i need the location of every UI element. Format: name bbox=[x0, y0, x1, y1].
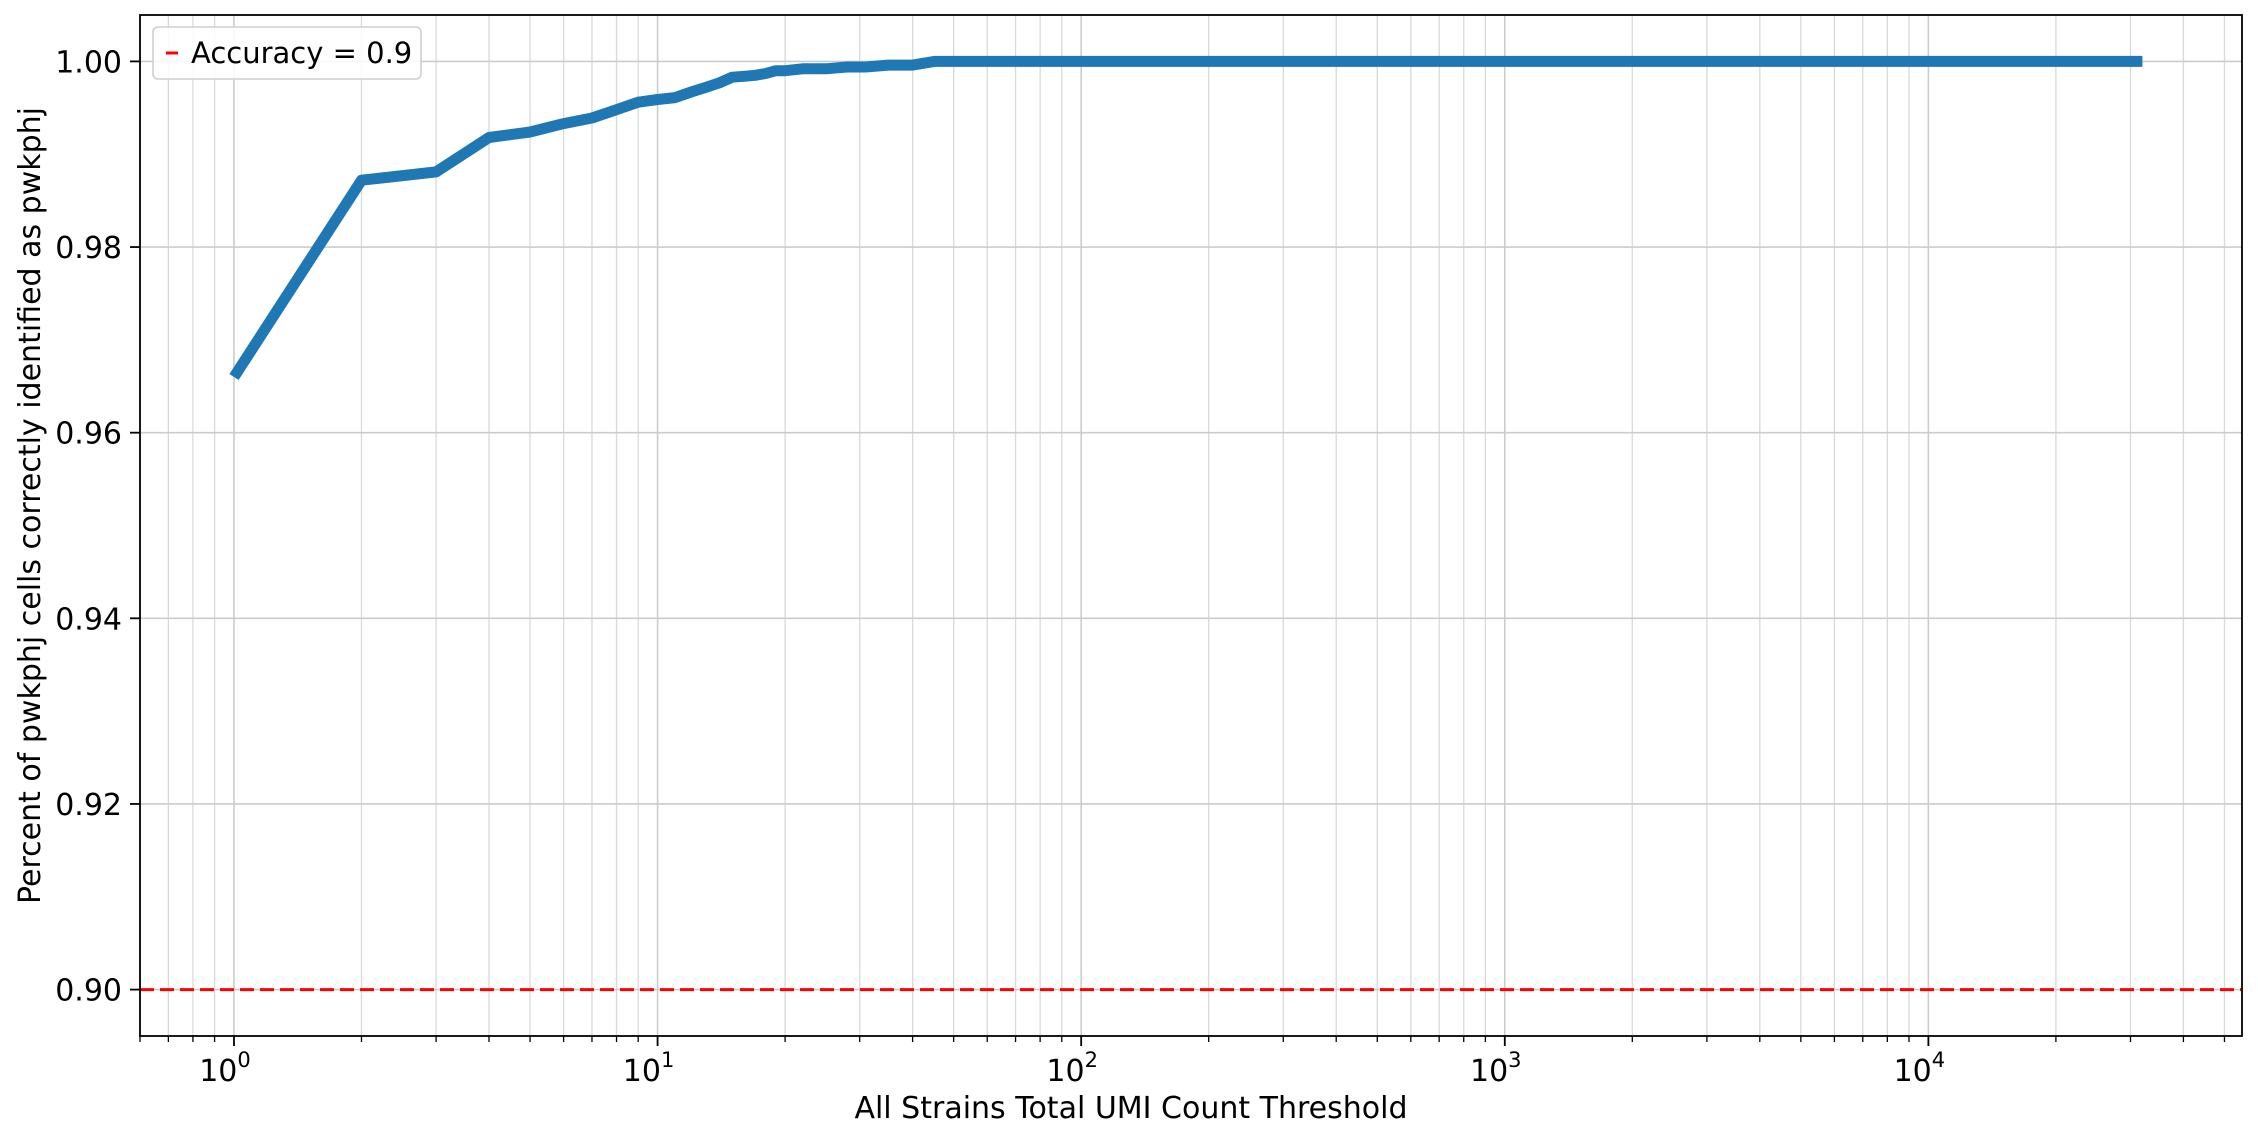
y-tick-label: 0.90 bbox=[55, 974, 122, 1009]
y-tick-label: 1.00 bbox=[55, 45, 122, 80]
plot-frame bbox=[139, 14, 2243, 1037]
x-tick-label: 104 bbox=[1894, 1048, 1946, 1089]
y-tick-label: 0.96 bbox=[55, 417, 122, 452]
minor-gridlines bbox=[139, 15, 2226, 1036]
y-axis-label: Percent of pwkphj cells correctly identi… bbox=[13, 107, 48, 904]
y-tick-label: 0.94 bbox=[55, 602, 122, 637]
legend-box bbox=[152, 26, 422, 80]
legend-label: Accuracy = 0.9 bbox=[191, 36, 412, 70]
major-gridlines bbox=[140, 15, 2242, 1036]
y-tick-label: 0.98 bbox=[55, 231, 122, 266]
series-layer bbox=[229, 55, 2143, 380]
x-tick-label: 101 bbox=[623, 1048, 675, 1089]
x-tick-label: 102 bbox=[1046, 1048, 1098, 1089]
y-tick-label: 0.92 bbox=[55, 788, 122, 823]
x-axis-label: All Strains Total UMI Count Threshold bbox=[854, 1091, 1407, 1126]
x-tick-label: 100 bbox=[199, 1048, 251, 1089]
y-axis-ticks: 0.90 0.92 0.94 0.96 0.98 1.00 bbox=[55, 45, 140, 1009]
x-tick-label: 103 bbox=[1470, 1048, 1522, 1089]
legend: Accuracy = 0.9 bbox=[152, 26, 422, 80]
x-axis-ticks: 100 101 102 103 104 bbox=[139, 1036, 2226, 1089]
series-line bbox=[229, 55, 2143, 380]
